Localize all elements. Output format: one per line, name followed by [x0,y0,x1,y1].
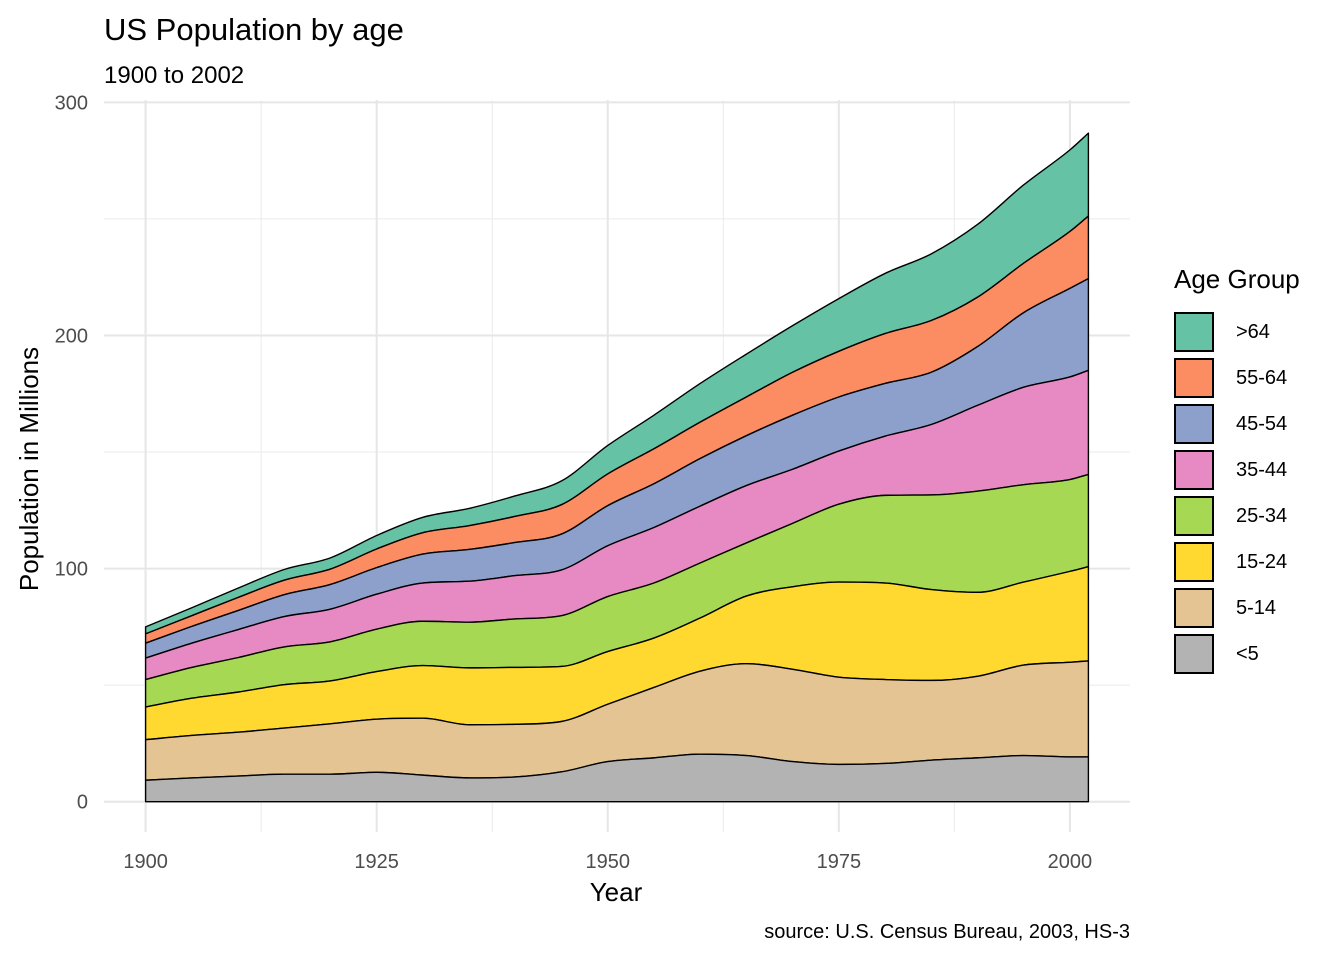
legend-label: 55-64 [1236,366,1288,389]
x-axis-title: Year [590,877,643,907]
legend-key [1174,634,1214,674]
legend-item: 25-34 [1174,493,1300,539]
x-tick-label: 1950 [586,851,631,873]
x-tick-label: 2000 [1048,851,1093,873]
legend-items: >64 55-64 45-54 35-44 25-34 15-24 5-14 <5 [1174,309,1300,677]
chart-caption: source: U.S. Census Bureau, 2003, HS-3 [764,921,1130,943]
x-tick-label: 1975 [817,851,862,873]
legend-key [1174,404,1214,444]
legend-label: 5-14 [1236,596,1277,619]
y-axis-title: Population in Millions [14,347,44,591]
legend-item: >64 [1174,309,1300,355]
y-tick-label: 100 [55,559,88,581]
legend-item: 45-54 [1174,401,1300,447]
stacked-areas [144,132,1090,803]
y-tick-label: 0 [77,792,88,814]
legend-key [1174,588,1214,628]
x-axis-ticks: 1900 1925 1950 1975 2000 [123,851,1092,873]
legend-label: 25-34 [1236,504,1288,527]
legend-item: 15-24 [1174,539,1300,585]
legend-title: Age Group [1174,264,1300,294]
legend-key [1174,358,1214,398]
legend: Age Group >64 55-64 45-54 35-44 25-34 15-24 5-… [1174,264,1300,677]
legend-label: 35-44 [1236,458,1288,481]
y-tick-label: 200 [55,325,88,347]
y-tick-label: 300 [55,92,88,114]
legend-label: 15-24 [1236,550,1288,573]
legend-label: >64 [1236,320,1270,343]
legend-label: 45-54 [1236,412,1288,435]
legend-key [1174,312,1214,352]
x-tick-label: 1925 [354,851,399,873]
legend-key [1174,542,1214,582]
legend-key [1174,496,1214,536]
legend-item: <5 [1174,631,1300,677]
chart-title: US Population by age [104,12,404,47]
legend-item: 55-64 [1174,355,1300,401]
legend-label: <5 [1236,642,1259,665]
y-axis-ticks: 0 100 200 300 [55,92,88,813]
chart-subtitle: 1900 to 2002 [104,62,245,89]
x-tick-label: 1900 [123,851,168,873]
legend-item: 35-44 [1174,447,1300,493]
legend-item: 5-14 [1174,585,1300,631]
area-series-under-5 [144,753,1090,803]
legend-key [1174,450,1214,490]
